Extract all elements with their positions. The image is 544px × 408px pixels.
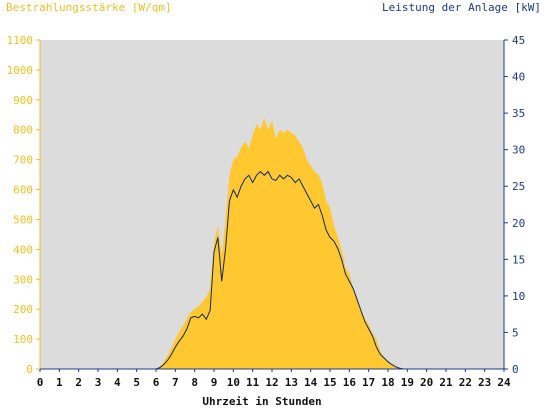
x-tick-label: 10 [227, 376, 240, 389]
right-tick-label: 0 [512, 363, 519, 376]
right-tick-label: 10 [512, 290, 525, 303]
left-tick-label: 1100 [7, 34, 34, 47]
x-tick-label: 17 [362, 376, 375, 389]
x-tick-label: 3 [95, 376, 102, 389]
left-tick-label: 600 [13, 184, 33, 197]
x-tick-label: 14 [304, 376, 318, 389]
left-tick-label: 1000 [7, 64, 34, 77]
right-tick-label: 40 [512, 71, 525, 84]
right-tick-label: 20 [512, 217, 525, 230]
right-tick-label: 30 [512, 144, 525, 157]
x-tick-label: 16 [343, 376, 357, 389]
left-tick-label: 900 [13, 94, 33, 107]
x-tick-label: 12 [265, 376, 278, 389]
left-tick-label: 400 [13, 243, 33, 256]
x-tick-label: 19 [401, 376, 414, 389]
series-area-0 [40, 117, 504, 369]
left-tick-label: 500 [13, 213, 33, 226]
right-tick-label: 25 [512, 180, 525, 193]
right-tick-label: 5 [512, 326, 519, 339]
left-tick-label: 200 [13, 303, 33, 316]
x-tick-label: 20 [420, 376, 433, 389]
x-tick-label: 2 [75, 376, 82, 389]
x-tick-label: 1 [56, 376, 63, 389]
left-tick-label: 0 [26, 363, 33, 376]
series-line-1 [40, 170, 504, 370]
x-tick-label: 8 [191, 376, 198, 389]
right-tick-label: 35 [512, 107, 525, 120]
x-tick-label: 9 [211, 376, 218, 389]
left-tick-label: 800 [13, 124, 33, 137]
left-tick-label: 700 [13, 154, 33, 167]
x-tick-label: 22 [459, 376, 472, 389]
x-tick-label: 0 [37, 376, 44, 389]
x-tick-label: 7 [172, 376, 179, 389]
x-tick-label: 23 [478, 376, 491, 389]
x-tick-label: 15 [323, 376, 336, 389]
right-tick-label: 15 [512, 253, 525, 266]
left-axis-title: Bestrahlungsstärke [W/qm] [6, 1, 172, 14]
x-tick-label: 4 [114, 376, 121, 389]
x-tick-label: 6 [153, 376, 160, 389]
x-tick-label: 21 [439, 376, 453, 389]
x-tick-label: 5 [133, 376, 140, 389]
x-axis-title: Uhrzeit in Stunden [202, 395, 321, 408]
right-tick-label: 45 [512, 34, 525, 47]
x-tick-label: 24 [497, 376, 511, 389]
left-tick-label: 100 [13, 333, 33, 346]
right-axis-title: Leistung der Anlage [kW] [382, 1, 541, 14]
x-tick-label: 18 [381, 376, 394, 389]
x-tick-label: 11 [246, 376, 260, 389]
x-tick-label: 13 [285, 376, 298, 389]
left-tick-label: 300 [13, 273, 33, 286]
